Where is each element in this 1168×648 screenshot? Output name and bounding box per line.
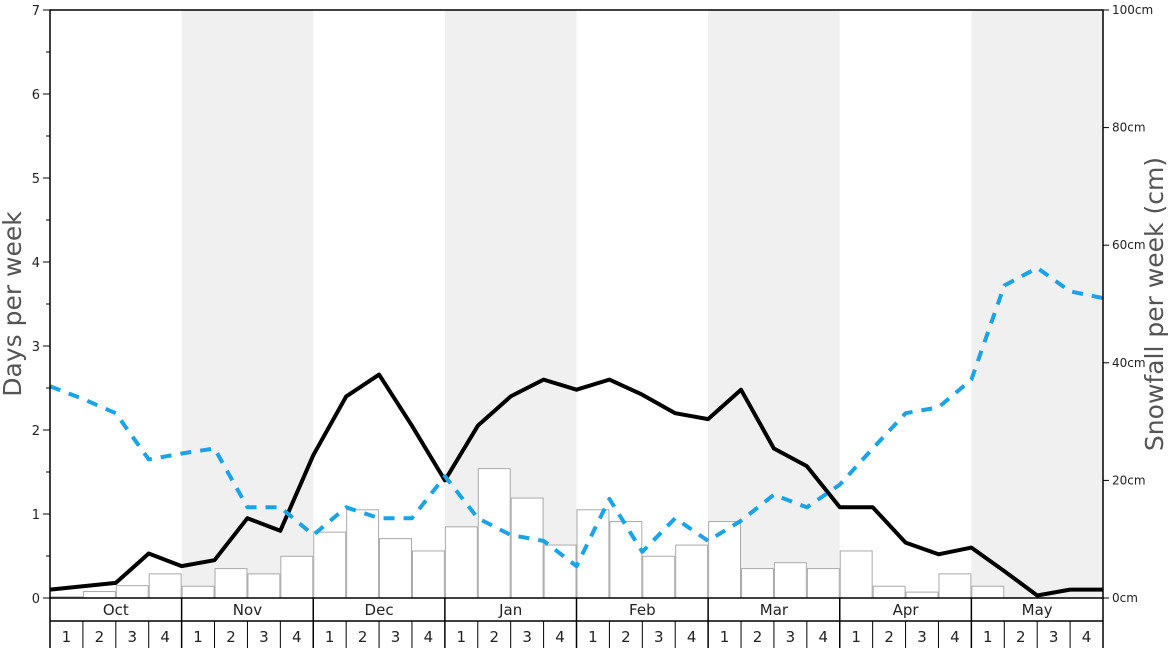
- dashed-day-line: [49, 265, 1104, 569]
- left-tick-label: 7: [32, 4, 40, 19]
- week-label: 4: [687, 628, 697, 646]
- snow-bar: [379, 538, 412, 599]
- week-label: 4: [1082, 628, 1092, 646]
- right-tick-label: 60cm: [1112, 238, 1146, 252]
- week-label: 1: [62, 628, 72, 646]
- week-row: 1 2 3 4 1 2 3 4 1 2 3 4 1 2 3 4 1 2 3 4 1 2 3 4 1 2 3 4 1 2 3 4: [62, 621, 1092, 648]
- week-label: 1: [851, 628, 861, 646]
- snow-bar: [280, 555, 314, 599]
- week-label: 2: [489, 628, 499, 646]
- month-row: Oct Nov Dec Jan Feb Mar Apr May: [49, 598, 1104, 648]
- week-label: 4: [424, 628, 434, 646]
- week-label: 1: [983, 628, 993, 646]
- right-axis: 0cm 20cm 40cm 60cm 80cm 100cm: [1103, 3, 1153, 605]
- week-label: 3: [127, 628, 137, 646]
- snow-bar: [642, 555, 676, 599]
- week-label: 1: [457, 628, 467, 646]
- left-axis-title: Days per week: [0, 211, 27, 397]
- week-label: 4: [292, 628, 302, 646]
- snow-bar: [115, 585, 149, 599]
- week-label: 3: [522, 628, 532, 646]
- day-lines: [49, 265, 1104, 598]
- week-label: 3: [917, 628, 927, 646]
- snow-bar: [741, 568, 774, 599]
- right-tick-label: 80cm: [1112, 121, 1146, 135]
- snow-bar: [444, 526, 478, 599]
- snow-bar: [971, 585, 1005, 599]
- week-label: 3: [391, 628, 401, 646]
- snow-bar: [346, 509, 380, 599]
- snow-bar: [411, 550, 445, 599]
- month-label: May: [1022, 601, 1053, 619]
- left-tick-label: 6: [32, 88, 40, 103]
- week-label: 3: [1049, 628, 1059, 646]
- week-label: 2: [1016, 628, 1026, 646]
- snow-bar: [313, 531, 347, 599]
- snow-bar: [247, 573, 281, 599]
- week-label: 2: [358, 628, 368, 646]
- snow-bar: [872, 585, 906, 599]
- week-label: 1: [588, 628, 598, 646]
- right-axis-title: Snowfall per week (cm): [1140, 157, 1168, 451]
- snow-bar: [839, 550, 873, 599]
- solid-day-line: [49, 372, 1103, 598]
- snowfall-bars: [50, 468, 1005, 599]
- week-label: 1: [720, 628, 730, 646]
- snow-bar: [905, 591, 939, 599]
- week-label: 2: [226, 628, 236, 646]
- snow-bar: [708, 521, 742, 599]
- month-label: Oct: [103, 601, 129, 619]
- week-label: 4: [160, 628, 170, 646]
- month-label: Mar: [760, 601, 789, 619]
- shade-nov: [181, 10, 314, 598]
- right-tick-label: 0cm: [1112, 591, 1138, 605]
- snow-bar: [181, 585, 215, 599]
- shade-mar: [708, 10, 840, 598]
- snow-bar: [773, 562, 807, 599]
- left-tick-label: 5: [32, 172, 40, 187]
- snow-bar: [609, 521, 643, 599]
- left-tick-label: 3: [32, 340, 40, 355]
- snow-bar: [148, 573, 182, 599]
- week-label: 2: [95, 628, 105, 646]
- month-label: Apr: [893, 601, 920, 619]
- week-label: 3: [786, 628, 796, 646]
- snow-bar: [806, 568, 840, 599]
- week-label: 3: [259, 628, 269, 646]
- week-label: 1: [325, 628, 335, 646]
- snow-bar: [938, 573, 972, 599]
- week-label: 3: [654, 628, 664, 646]
- right-tick-label: 100cm: [1112, 3, 1153, 17]
- week-label: 4: [950, 628, 960, 646]
- month-label: Jan: [498, 601, 522, 619]
- month-label: Dec: [365, 601, 394, 619]
- week-label: 4: [555, 628, 565, 646]
- week-label: 2: [621, 628, 631, 646]
- shade-may: [971, 10, 1103, 598]
- week-label: 2: [753, 628, 763, 646]
- left-tick-label: 2: [32, 424, 40, 439]
- right-tick-label: 40cm: [1112, 356, 1146, 370]
- left-tick-label: 0: [32, 592, 40, 607]
- snow-bar: [214, 568, 248, 599]
- snow-bar: [82, 591, 116, 599]
- snow-bar: [510, 497, 544, 599]
- month-label: Nov: [233, 601, 262, 619]
- week-label: 2: [884, 628, 894, 646]
- left-tick-label: 4: [32, 256, 40, 271]
- right-tick-label: 20cm: [1112, 473, 1146, 487]
- left-tick-label: 1: [32, 508, 40, 523]
- week-label: 4: [819, 628, 829, 646]
- month-shading: [181, 10, 1103, 598]
- snow-bar: [675, 544, 709, 599]
- week-label: 1: [193, 628, 203, 646]
- left-axis: 0 1 2 3 4 5 6 7: [32, 4, 50, 607]
- month-label: Feb: [629, 601, 656, 619]
